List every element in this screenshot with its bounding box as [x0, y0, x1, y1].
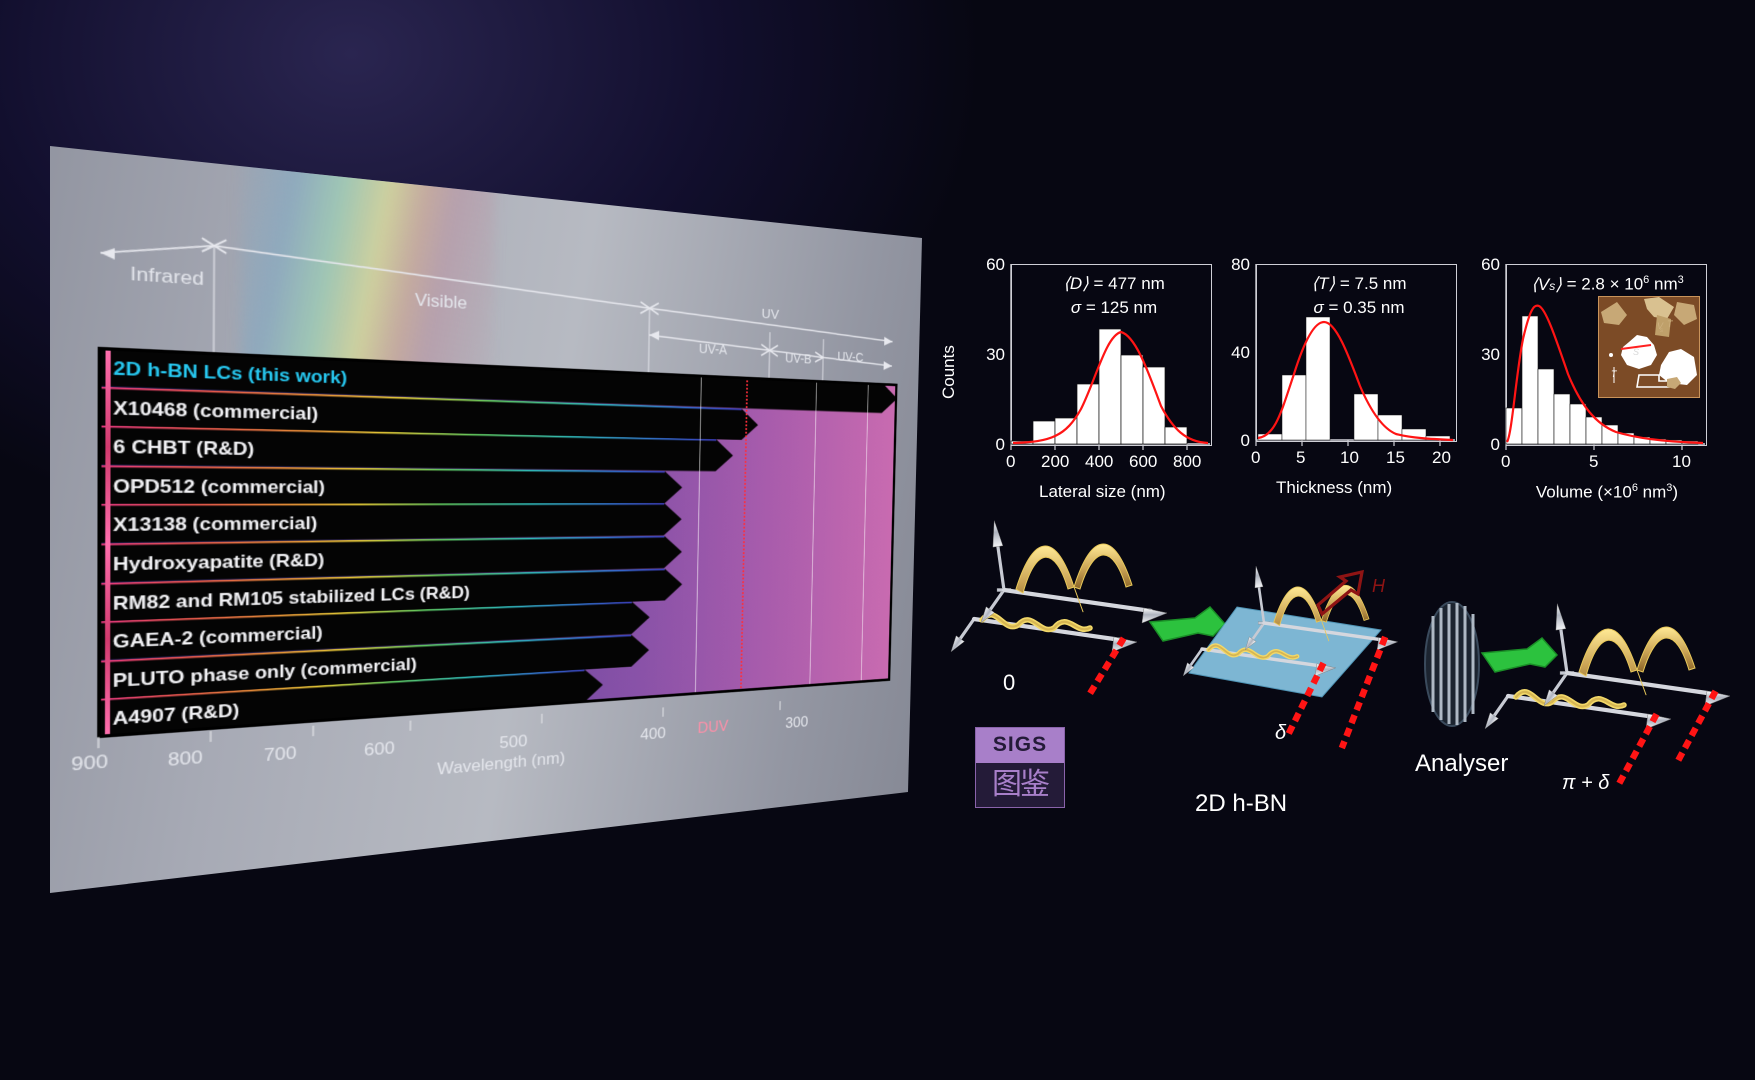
svg-text:H: H — [1372, 576, 1386, 596]
